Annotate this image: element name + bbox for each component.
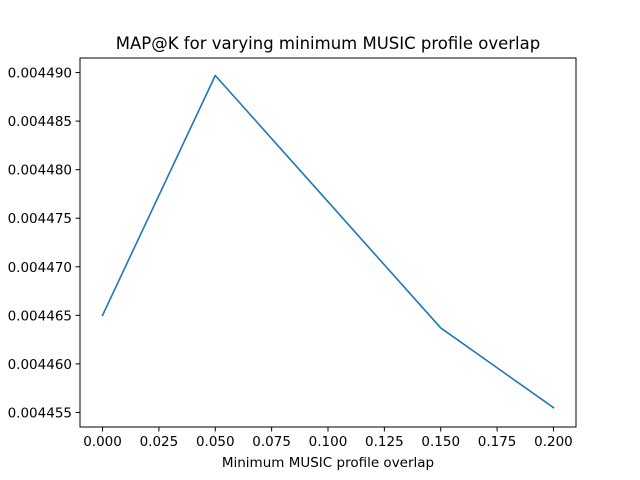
x-axis-ticks: 0.000 0.025 0.050 0.075 0.100 0.125 0.150 0.175… [83, 427, 573, 450]
x-tick-label: 0.025 [140, 434, 179, 450]
x-tick-label: 0.050 [196, 434, 235, 450]
y-tick-label: 0.004460 [8, 357, 72, 373]
y-tick-label: 0.004470 [8, 260, 72, 276]
x-axis-label: Minimum MUSIC profile overlap [222, 455, 434, 471]
y-tick-label: 0.004455 [8, 405, 72, 421]
x-tick-label: 0.100 [309, 434, 348, 450]
y-tick-label: 0.004475 [8, 211, 72, 227]
y-tick-label: 0.004465 [8, 308, 72, 324]
x-tick-label: 0.175 [478, 434, 517, 450]
x-tick-label: 0.150 [421, 434, 460, 450]
y-tick-label: 0.004490 [8, 66, 72, 82]
chart-title: MAP@K for varying minimum MUSIC profile … [116, 34, 540, 53]
x-tick-label: 0.075 [252, 434, 291, 450]
y-tick-label: 0.004485 [8, 114, 72, 130]
y-axis-ticks: 0.004455 0.004460 0.004465 0.004470 0.004475… [8, 66, 80, 421]
plot-area [101, 74, 555, 409]
y-tick-label: 0.004480 [8, 163, 72, 179]
x-tick-label: 0.125 [365, 434, 404, 450]
x-tick-label: 0.200 [534, 434, 573, 450]
plot-frame [79, 57, 577, 428]
x-tick-label: 0.000 [83, 434, 122, 450]
